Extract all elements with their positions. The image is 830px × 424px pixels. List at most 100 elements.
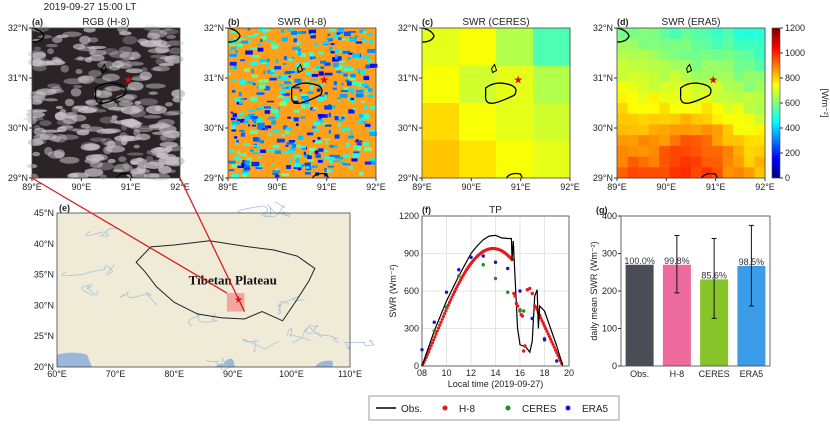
colorbar-segment	[772, 175, 780, 179]
cloud-cell	[357, 146, 361, 151]
legend-swatch	[565, 405, 571, 411]
cloud-cell	[306, 104, 311, 109]
grid-cell	[648, 49, 660, 61]
lake-outline	[297, 63, 304, 74]
cloud-cell	[230, 117, 236, 121]
cloud-cell	[358, 69, 361, 74]
cloud-cell	[365, 64, 370, 69]
cloud-cell	[313, 121, 321, 126]
cloud-cell	[340, 89, 348, 93]
cloud-cell	[263, 106, 271, 109]
cloud-cell	[229, 30, 238, 33]
zoom-connector-line	[31, 177, 228, 294]
lon-tick-label: 89°E	[218, 182, 238, 192]
cloud-cell	[229, 61, 237, 66]
colorbar-segment	[772, 160, 780, 164]
grid-cell	[754, 70, 766, 83]
zoom-connector-line	[179, 177, 246, 312]
grid-cell	[617, 60, 629, 72]
cloud-cell	[349, 38, 355, 41]
cloud-cell	[324, 172, 328, 177]
grid-cell	[669, 49, 681, 61]
ceres-point	[506, 290, 510, 294]
cloud-cell	[256, 164, 264, 168]
map-panel-b: (b) SWR (H-8) ★ 29°N 30°N 31°N 32°N 89°E 90°E 91°…	[204, 17, 386, 192]
cloud-cell	[265, 62, 270, 67]
cloud-cell	[338, 99, 341, 102]
cloud	[77, 107, 97, 114]
grid-cell	[659, 124, 671, 136]
overview-map: ★Tibetan Plateau(e)20°N25°N30°N35°N40°N4…	[34, 201, 375, 379]
colorbar-segment	[772, 33, 780, 36]
era5-point	[457, 268, 461, 272]
panel-title-d: SWR (ERA5)	[662, 17, 721, 28]
grid-cell	[627, 28, 639, 40]
lon-tick-label: 92°E	[170, 182, 190, 192]
grid-cell	[712, 103, 724, 115]
grid-cell	[743, 28, 755, 40]
cloud-cell	[293, 145, 300, 148]
grid-cell	[669, 60, 681, 72]
h8-point	[544, 327, 548, 331]
cloud-cell	[307, 159, 315, 162]
grid-cell	[533, 28, 571, 66]
grid-cell	[669, 28, 681, 40]
grid-cell	[701, 113, 713, 125]
grid-cell	[691, 92, 703, 104]
cloud	[130, 157, 147, 166]
river	[344, 339, 375, 350]
cloud-cell	[257, 47, 264, 52]
h8-point	[451, 292, 455, 297]
cloud-cell	[332, 62, 339, 68]
cloud-cell	[238, 112, 244, 116]
grid-cell	[691, 70, 703, 83]
lake-outline	[700, 172, 718, 179]
cloud	[93, 77, 112, 84]
cloud	[35, 88, 57, 96]
cloud	[107, 158, 116, 164]
h8-point	[513, 294, 517, 298]
cloud	[141, 67, 148, 72]
cloud	[63, 78, 83, 85]
colorbar-segment	[772, 100, 780, 104]
cloud-cell	[274, 174, 280, 178]
grid-cell	[627, 103, 639, 115]
grid-cell	[627, 145, 639, 158]
colorbar-segment	[772, 130, 780, 134]
cloud	[118, 31, 132, 36]
colorbar-segment	[772, 80, 780, 84]
lat-tick-label: 30°N	[398, 123, 418, 133]
cloud	[101, 73, 120, 82]
x-tick-label: ERA5	[740, 369, 764, 379]
cloud-cell	[334, 134, 340, 139]
grid-cell	[533, 65, 571, 104]
cloud-cell	[358, 71, 365, 74]
cloud-cell	[305, 79, 309, 83]
cloud	[138, 98, 159, 106]
cloud	[145, 155, 154, 164]
x-tick-label: Obs.	[630, 369, 649, 379]
cloud-cell	[274, 66, 282, 70]
cloud-cell	[228, 72, 231, 76]
colorbar-segment	[772, 88, 780, 91]
lon-tick-label: 89°E	[412, 182, 432, 192]
cloud-cell	[283, 56, 288, 61]
cloud	[126, 152, 144, 156]
site-star-icon: ★	[513, 75, 523, 87]
cloud-cell	[290, 71, 295, 73]
h8-point	[430, 341, 435, 345]
cloud-cell	[337, 37, 342, 41]
cloud-cell	[332, 87, 337, 90]
grid-cell	[638, 103, 650, 115]
colorbar-segment	[772, 135, 780, 139]
grid-cell	[722, 113, 734, 125]
cloud-cell	[271, 163, 275, 166]
grid-cell	[691, 156, 703, 168]
x-tick-label: 16	[515, 368, 525, 378]
cloud	[155, 146, 165, 154]
cloud	[52, 133, 68, 143]
lat-tick-label: 29°N	[593, 173, 613, 183]
lat-tick-label: 30°N	[593, 123, 613, 133]
grid-cell	[701, 124, 713, 136]
cloud	[101, 128, 121, 134]
